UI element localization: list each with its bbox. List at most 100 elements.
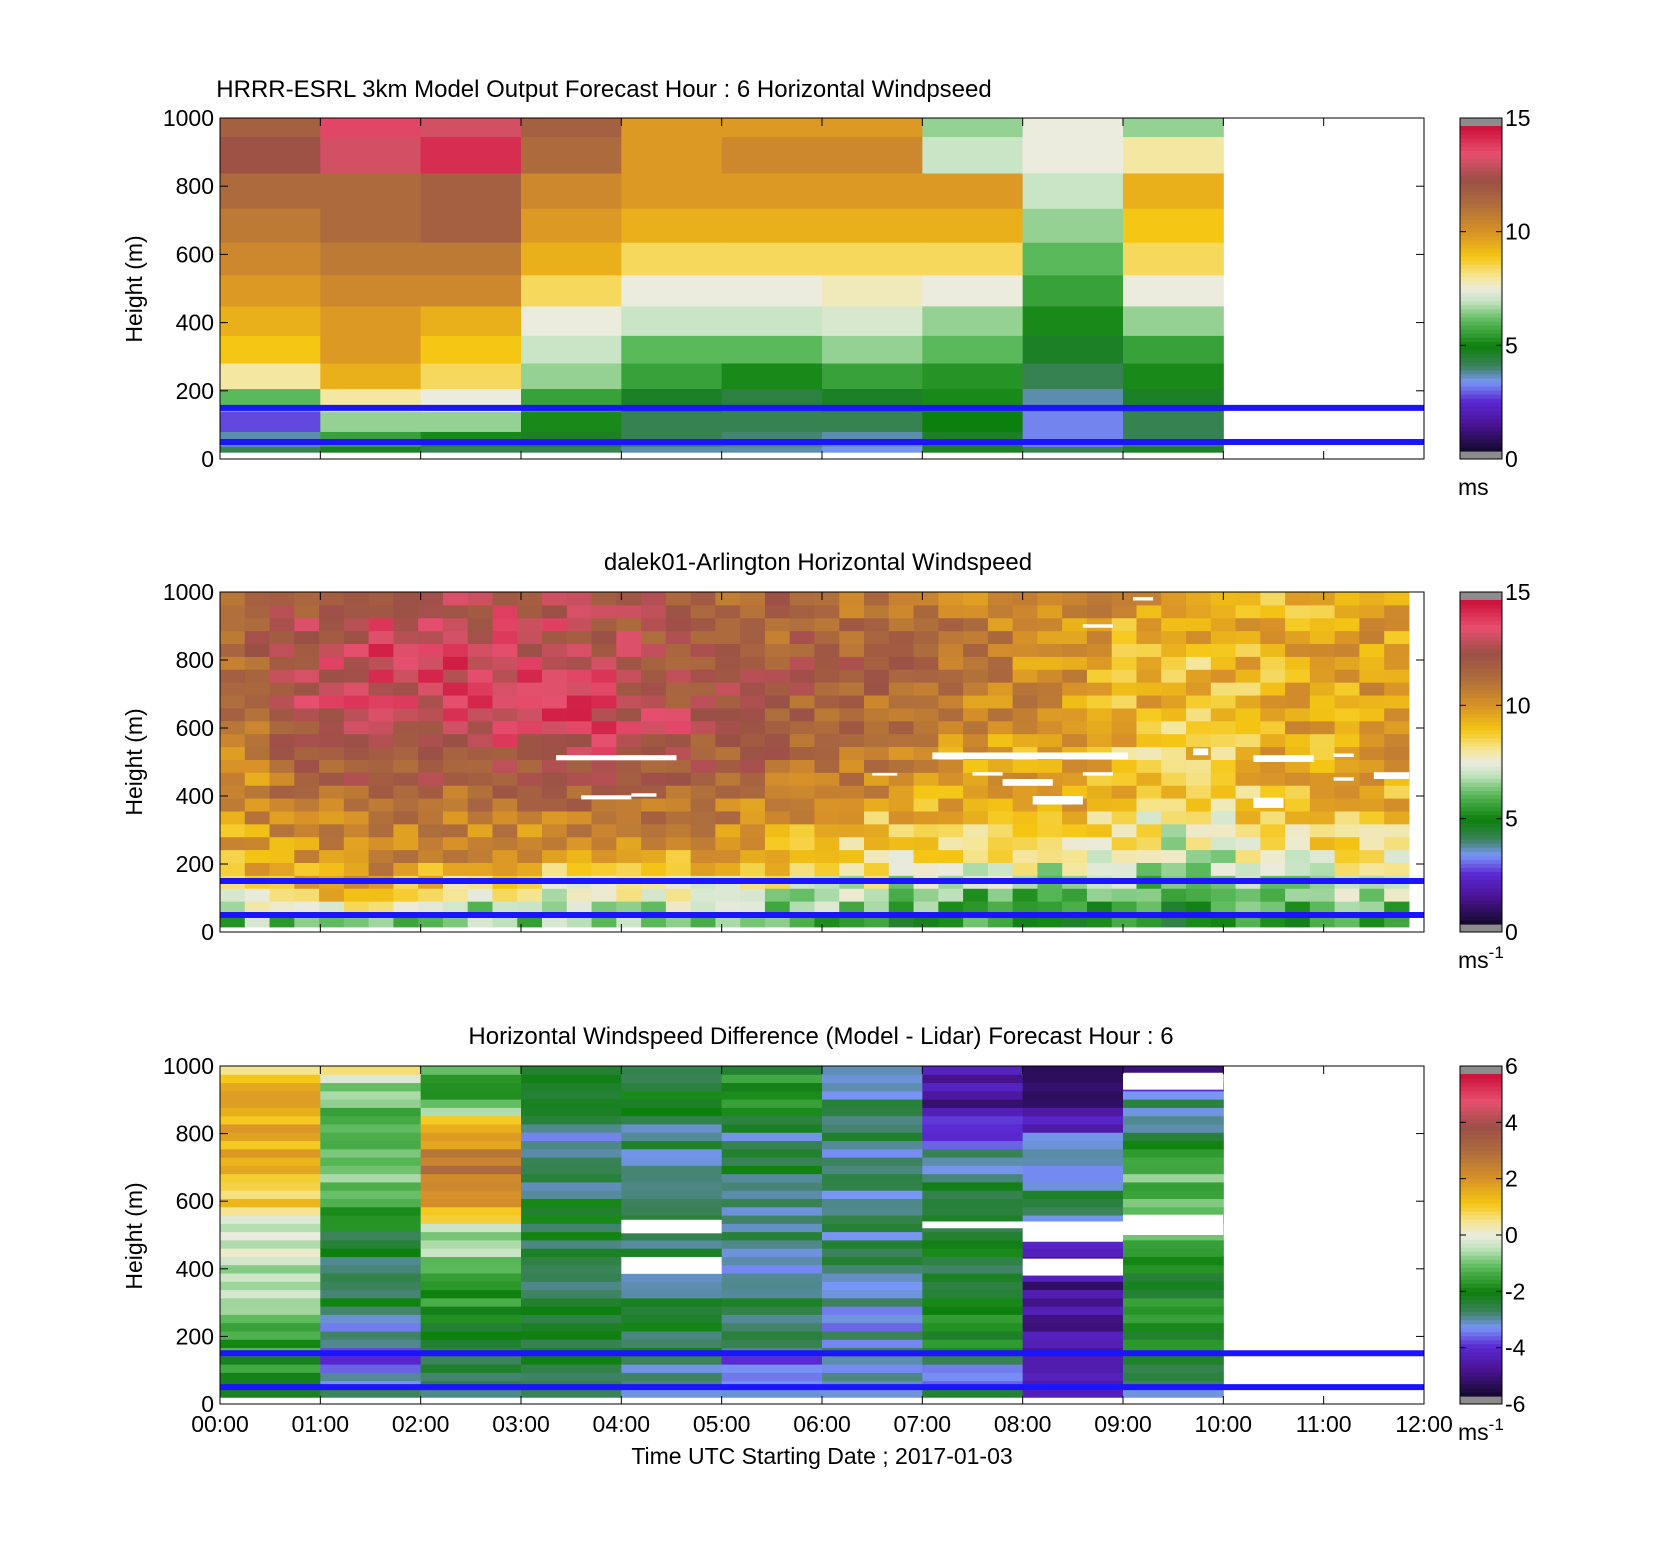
- heatmap-cell: [814, 849, 840, 863]
- heatmap-cell: [1309, 888, 1336, 902]
- heatmap-cell: [542, 695, 568, 709]
- missing-data-gap: [1373, 772, 1409, 779]
- heatmap-cell: [1111, 682, 1137, 696]
- heatmap-cell: [1384, 656, 1410, 670]
- heatmap-cell: [591, 630, 617, 645]
- heatmap-cell: [621, 1190, 723, 1199]
- heatmap-cell: [591, 669, 617, 683]
- heatmap-cell: [814, 682, 840, 696]
- colorbar-swatch: [1460, 227, 1502, 233]
- heatmap-cell: [1012, 630, 1038, 645]
- heatmap-cell: [922, 1165, 1024, 1175]
- colorbar-swatch: [1460, 1102, 1502, 1107]
- heatmap-cell: [220, 643, 246, 657]
- heatmap-cell: [1161, 617, 1187, 632]
- heatmap-cell: [1235, 862, 1261, 876]
- heatmap-cell: [320, 1173, 422, 1183]
- heatmap-cell: [1210, 849, 1237, 863]
- heatmap-cell: [665, 810, 692, 825]
- heatmap-cell: [521, 1115, 622, 1125]
- heatmap-cell: [566, 772, 593, 786]
- heatmap-cell: [641, 695, 667, 709]
- heatmap-cell: [368, 798, 394, 812]
- heatmap-cell: [822, 446, 923, 453]
- heatmap-cell: [822, 1198, 923, 1208]
- heatmap-cell: [220, 1256, 321, 1266]
- heatmap-cell: [517, 630, 543, 645]
- heatmap-cell: [1161, 656, 1187, 670]
- heatmap-cell: [1012, 707, 1038, 722]
- heatmap-cell: [393, 785, 419, 799]
- heatmap-cell: [220, 1215, 321, 1224]
- heatmap-cell: [521, 363, 622, 390]
- heatmap-cell: [690, 604, 716, 619]
- heatmap-cell: [621, 1239, 723, 1249]
- heatmap-cell: [814, 759, 840, 773]
- colorbar-swatch: [1460, 806, 1502, 812]
- heatmap-cell: [888, 617, 915, 632]
- heatmap-cell: [220, 849, 246, 863]
- heatmap-cell: [690, 630, 716, 645]
- heatmap-cell: [1086, 592, 1113, 606]
- heatmap-cell: [1161, 901, 1187, 915]
- colorbar-swatch: [1460, 1359, 1502, 1365]
- heatmap-cell: [521, 1289, 622, 1299]
- heatmap-cell: [740, 798, 766, 812]
- missing-data-gap: [1022, 1221, 1123, 1242]
- missing-data-gap: [872, 772, 898, 776]
- heatmap-cell: [1111, 592, 1137, 606]
- heatmap-cell: [1359, 733, 1385, 748]
- heatmap-cell: [517, 759, 543, 773]
- heatmap-cell: [220, 785, 246, 799]
- heatmap-cell: [888, 604, 915, 619]
- heatmap-cell: [368, 733, 394, 748]
- heatmap-cell: [244, 695, 271, 709]
- heatmap-cell: [740, 772, 766, 786]
- heatmap-cell: [521, 1281, 622, 1291]
- heatmap-cell: [1037, 656, 1063, 670]
- heatmap-cell: [591, 888, 617, 902]
- colorbar-swatch: [1460, 907, 1502, 913]
- heatmap-cell: [542, 682, 568, 696]
- heatmap-cell: [922, 1123, 1024, 1133]
- heatmap-cell: [1359, 849, 1385, 863]
- heatmap-cell: [1022, 118, 1124, 138]
- heatmap-cell: [368, 759, 394, 773]
- heatmap-cell: [1111, 888, 1137, 902]
- heatmap-cell: [294, 604, 320, 619]
- heatmap-cell: [566, 798, 593, 812]
- y-tick-label: 400: [176, 783, 214, 809]
- heatmap-cell: [1012, 849, 1038, 863]
- heatmap-cell: [1136, 617, 1162, 632]
- heatmap-cell: [621, 1306, 723, 1315]
- heatmap-cell: [521, 1256, 622, 1266]
- heatmap-cell: [721, 118, 823, 138]
- heatmap-cell: [492, 849, 518, 863]
- heatmap-cell: [922, 1322, 1024, 1332]
- heatmap-cell: [420, 1223, 522, 1233]
- colorbar-swatch: [1460, 243, 1502, 249]
- heatmap-cell: [244, 746, 271, 760]
- colorbar-swatch: [1460, 713, 1502, 719]
- heatmap-cell: [922, 1107, 1024, 1117]
- heatmap-cell: [467, 733, 493, 748]
- heatmap-cell: [721, 1107, 823, 1117]
- colorbar-swatch: [1460, 1110, 1502, 1115]
- heatmap-cell: [913, 823, 939, 838]
- colorbar-swatch: [1460, 170, 1502, 176]
- heatmap-cell: [220, 669, 246, 683]
- heatmap-cell: [665, 592, 692, 606]
- heatmap-cell: [294, 682, 320, 696]
- colorbar-swatch: [1460, 381, 1502, 387]
- heatmap-cell: [1186, 682, 1212, 696]
- heatmap-cell: [963, 785, 989, 799]
- colorbar-swatch: [1460, 434, 1502, 440]
- heatmap-cell: [715, 720, 741, 735]
- heatmap-cell: [320, 305, 422, 336]
- heatmap-cell: [1384, 604, 1410, 619]
- heatmap-cell: [1384, 669, 1410, 683]
- heatmap-cell: [220, 733, 246, 748]
- heatmap-cell: [319, 888, 345, 902]
- missing-data-gap: [1333, 753, 1354, 757]
- heatmap-cell: [320, 1132, 422, 1142]
